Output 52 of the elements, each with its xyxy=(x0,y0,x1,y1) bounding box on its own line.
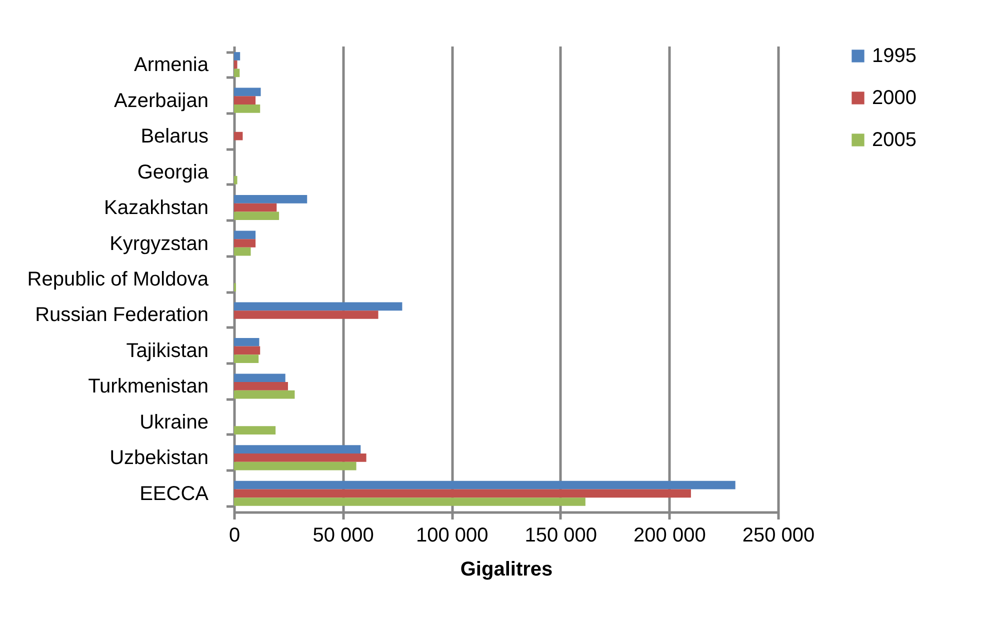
bar xyxy=(234,247,251,256)
x-axis-title: Gigalitres xyxy=(460,558,553,580)
bar xyxy=(234,132,243,140)
legend-label: 2000 xyxy=(872,87,916,109)
bar xyxy=(234,52,240,60)
bar xyxy=(234,302,402,311)
x-tick-label: 50 000 xyxy=(312,524,374,546)
y-tick-label: Ukraine xyxy=(140,411,208,434)
legend-label: 1995 xyxy=(872,45,916,67)
bar xyxy=(234,96,256,104)
y-tick-label: Georgia xyxy=(137,161,210,184)
bar xyxy=(234,374,286,382)
bar xyxy=(234,390,295,399)
bar xyxy=(234,462,356,470)
y-tick-label: Kyrgyzstan xyxy=(110,232,208,255)
bar xyxy=(234,382,288,390)
y-tick-label: Tajikistan xyxy=(126,340,208,362)
x-tick-label: 150 000 xyxy=(524,524,598,546)
y-tick-label: Republic of Moldova xyxy=(27,268,210,290)
y-tick-label: Armenia xyxy=(134,54,210,76)
x-tick-label: 0 xyxy=(228,524,240,546)
bar xyxy=(234,310,378,319)
bar xyxy=(234,454,366,462)
bar xyxy=(234,203,277,212)
bar xyxy=(234,239,256,248)
bar xyxy=(234,212,280,220)
bar xyxy=(234,338,260,346)
bar xyxy=(234,445,361,454)
y-tick-label: Azerbaijan xyxy=(114,90,208,112)
bar xyxy=(234,176,238,184)
bar xyxy=(234,498,586,506)
bar xyxy=(234,480,736,490)
bar xyxy=(234,346,260,355)
bar xyxy=(234,195,308,204)
bar xyxy=(234,68,240,78)
bar xyxy=(234,426,276,434)
x-tick-label: 200 000 xyxy=(634,524,706,546)
y-tick-label: Belarus xyxy=(140,126,208,148)
x-tick-label: 250 000 xyxy=(742,524,815,546)
bar xyxy=(234,60,238,69)
bar xyxy=(234,354,259,363)
y-tick-label: Russian Federation xyxy=(35,304,208,326)
y-tick-label: Kazakhstan xyxy=(104,197,208,220)
y-tick-label: Uzbekistan xyxy=(110,447,208,470)
legend-label: 2005 xyxy=(872,129,916,151)
bar xyxy=(234,230,256,240)
x-tick-label: 100 000 xyxy=(416,524,488,546)
bar xyxy=(234,104,260,113)
bar xyxy=(234,88,261,96)
y-tick-label: Turkmenistan xyxy=(88,376,208,398)
y-tick-label: EECCA xyxy=(140,482,210,505)
bar xyxy=(234,489,691,498)
